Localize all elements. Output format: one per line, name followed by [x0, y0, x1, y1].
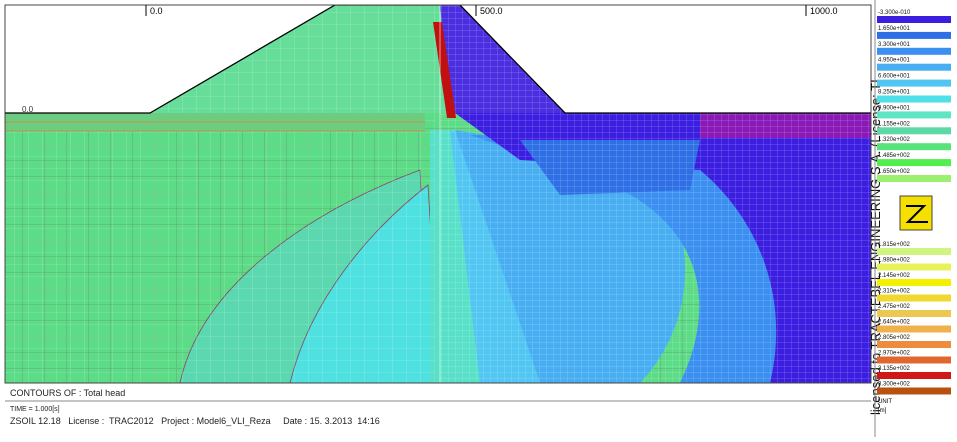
- mesh: [700, 113, 871, 138]
- x-tick-label: 0.0: [150, 6, 163, 16]
- legend-label: 2.805e+002: [878, 335, 911, 341]
- contours-label: CONTOURS OF : Total head: [10, 388, 125, 398]
- legend-label: 1.485e+002: [878, 153, 911, 159]
- legend-swatch: [877, 248, 951, 255]
- legend-swatch: [877, 31, 951, 39]
- legend-label: 2.970e+002: [878, 351, 911, 357]
- legend-label: 3.300e+001: [878, 42, 911, 48]
- ground-outline: [5, 5, 871, 114]
- logo-mark: [905, 205, 928, 223]
- legend-swatch: [877, 341, 951, 348]
- time-label: TIME = 1.000[s]: [10, 406, 60, 413]
- legend: UNIT [m] -3.300e-010 1.650e+001 3.300e+001…: [874, 0, 951, 437]
- legend-swatch: [877, 387, 951, 395]
- legend-label: 2.145e+002: [878, 273, 911, 279]
- legend-label: 1.320e+002: [878, 137, 911, 143]
- legend-swatch: [877, 47, 951, 55]
- plot-frame: [4, 4, 872, 384]
- legend-swatch: [877, 127, 951, 135]
- logo: [899, 195, 933, 231]
- legend-swatch: [877, 263, 951, 271]
- legend-swatch: [877, 143, 951, 151]
- legend-label: 9.900e+001: [878, 105, 911, 111]
- legend-swatch: [877, 159, 951, 167]
- legend-label: 1.815e+002: [878, 242, 911, 248]
- legend-swatch: [877, 294, 951, 302]
- legend-swatch: [877, 372, 951, 379]
- x-tick-label: 1000.0: [810, 6, 838, 16]
- legend-label: 1.650e+001: [878, 26, 911, 32]
- legend-label: 1.650e+002: [878, 169, 911, 175]
- mesh-coarse: [5, 113, 435, 383]
- legend-label: 3.300e+002: [878, 382, 911, 388]
- surface-lines: [5, 121, 425, 132]
- legend-label: 2.475e+002: [878, 304, 911, 310]
- info-label: ZSOIL 12.18 License : TRAC2012 Project :…: [10, 416, 380, 426]
- mesh: [150, 5, 450, 113]
- legend-swatch: [877, 175, 951, 182]
- unit-label: UNIT: [878, 399, 892, 405]
- legend-label: 2.640e+002: [878, 320, 911, 326]
- legend-swatch: [877, 95, 951, 103]
- y-tick-label: 0.0: [22, 105, 34, 114]
- legend-label: 2.310e+002: [878, 289, 911, 295]
- dam-core: [433, 22, 456, 118]
- legend-swatch: [877, 325, 951, 333]
- legend-label: 6.600e+001: [878, 74, 911, 80]
- legend-label: 4.950e+001: [878, 58, 911, 64]
- legend-swatch: [877, 279, 951, 286]
- footer: CONTOURS OF : Total head TIME = 1.000[s]…: [5, 388, 871, 426]
- legend-label: 1.980e+002: [878, 258, 911, 264]
- x-ruler: 0.0 500.0 1000.0 0.0: [5, 5, 838, 114]
- legend-label: 3.135e+002: [878, 366, 911, 372]
- legend-swatch: [877, 63, 951, 71]
- legend-swatch: [877, 16, 951, 23]
- legend-label: 8.250e+001: [878, 90, 911, 96]
- legend-swatch: [877, 111, 951, 119]
- legend-swatch: [877, 310, 951, 317]
- legend-swatch: [877, 79, 951, 87]
- unit-value: [m]: [878, 408, 887, 414]
- x-tick-label: 500.0: [480, 6, 503, 16]
- legend-swatch: [877, 356, 951, 364]
- contour-plot: [5, 5, 871, 383]
- legend-label: -3.300e-010: [878, 10, 911, 16]
- mesh-fine: [440, 113, 871, 383]
- legend-label: 1.155e+002: [878, 121, 911, 127]
- mesh: [440, 5, 565, 113]
